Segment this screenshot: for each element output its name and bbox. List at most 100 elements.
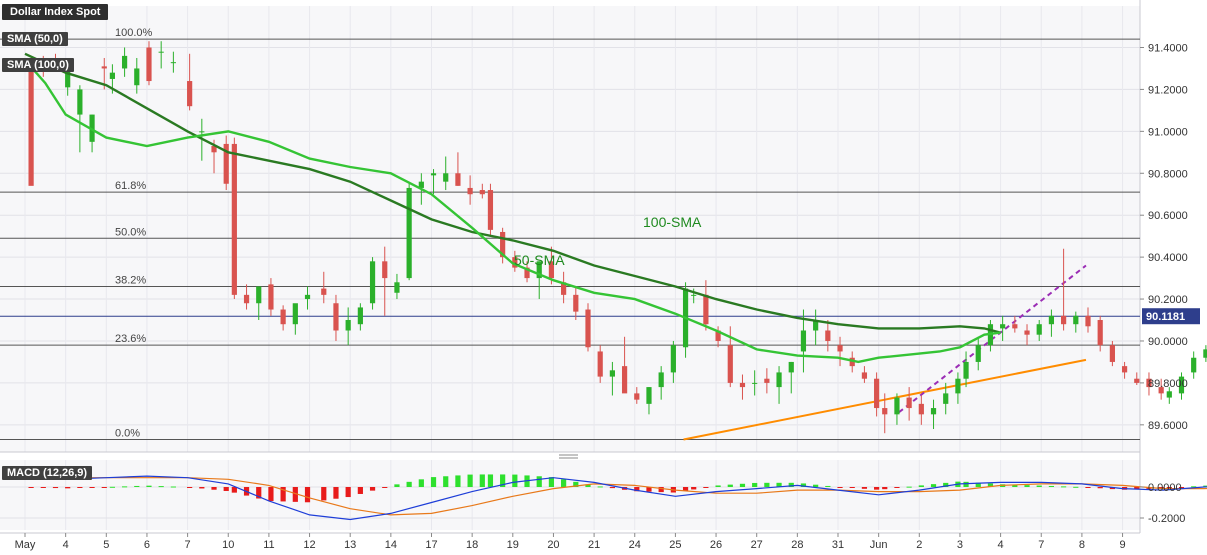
candle-body-86 xyxy=(1061,315,1067,325)
candle-body-23 xyxy=(304,294,311,300)
candle-body-95 xyxy=(1166,391,1172,398)
fib-label-5: 0.0% xyxy=(115,427,140,439)
candle-body-50 xyxy=(634,393,640,400)
macd-bar-89 xyxy=(1097,487,1103,489)
price-tick-label-3: 90.8000 xyxy=(1148,168,1188,180)
price-axis-labels: 91.4000 91.2000 91.0000 90.8000 90.6000 90.40… xyxy=(1140,43,1188,432)
candle-body-42 xyxy=(536,261,542,279)
macd-bar-45 xyxy=(573,481,579,487)
macd-bar-56 xyxy=(703,487,709,488)
price-tick-label-1: 91.2000 xyxy=(1148,84,1188,96)
candle-body-67 xyxy=(837,345,843,352)
macd-bar-39 xyxy=(500,474,506,487)
candle-body-84 xyxy=(1036,324,1042,335)
macd-bar-10 xyxy=(146,485,152,487)
price-tick-label-9: 89.6000 xyxy=(1148,420,1188,432)
macd-bar-19 xyxy=(256,487,262,499)
macd-bar-14 xyxy=(199,487,205,489)
sma50-label: SMA (50,0) xyxy=(2,32,68,46)
candle-body-0 xyxy=(28,68,34,186)
candle-body-68 xyxy=(849,357,855,367)
candle-body-34 xyxy=(443,173,449,182)
candle-body-72 xyxy=(894,397,900,415)
date-tick-label-13: 20 xyxy=(547,539,559,551)
macd-bar-26 xyxy=(345,487,351,498)
candle-body-98 xyxy=(1203,349,1207,358)
macd-bar-30 xyxy=(394,484,400,487)
candle-body-85 xyxy=(1048,315,1055,325)
candle-body-18 xyxy=(243,294,250,304)
price-tick-label-6: 90.2000 xyxy=(1148,294,1188,306)
candle-body-75 xyxy=(930,408,937,415)
macd-bar-44 xyxy=(561,479,567,487)
candle-body-10 xyxy=(146,47,152,82)
candle-body-53 xyxy=(670,345,676,373)
candle-body-81 xyxy=(1000,324,1006,329)
macd-bar-92 xyxy=(1134,487,1140,490)
macd-bar-86 xyxy=(1061,486,1067,488)
price-tick-label-5: 90.4000 xyxy=(1148,252,1188,264)
candle-body-52 xyxy=(658,372,664,388)
macd-tick-label-0: 0.0000 xyxy=(1148,482,1182,494)
fib-label-1: 61.8% xyxy=(115,180,146,192)
macd-bar-38 xyxy=(487,474,494,487)
macd-bar-35 xyxy=(455,475,461,487)
macd-bar-98 xyxy=(1203,485,1207,487)
macd-bar-74 xyxy=(918,485,924,487)
candle-body-91 xyxy=(1121,366,1128,373)
candle-body-78 xyxy=(963,361,969,379)
candle-body-35 xyxy=(455,173,461,186)
macd-bar-37 xyxy=(479,474,485,487)
macd-bar-54 xyxy=(682,487,689,491)
macd-bar-78 xyxy=(963,481,969,487)
macd-bar-5 xyxy=(89,487,95,488)
macd-bar-33 xyxy=(430,477,437,487)
candle-body-71 xyxy=(882,408,888,415)
candle-body-89 xyxy=(1097,320,1103,346)
macd-bar-3 xyxy=(65,487,71,489)
candle-body-56 xyxy=(703,294,709,325)
price-tick-label-0: 91.4000 xyxy=(1148,43,1188,55)
macd-bar-43 xyxy=(548,477,555,487)
date-tick-label-10: 17 xyxy=(425,539,437,551)
macd-histogram xyxy=(28,474,1207,503)
macd-bar-64 xyxy=(800,483,807,487)
candle-body-32 xyxy=(418,181,424,188)
candle-body-39 xyxy=(500,231,506,258)
macd-bar-55 xyxy=(691,487,697,490)
candle-body-20 xyxy=(268,284,274,310)
macd-bar-61 xyxy=(764,482,770,487)
macd-label: MACD (12,26,9) xyxy=(2,466,93,480)
macd-bar-27 xyxy=(357,487,363,494)
macd-bar-59 xyxy=(739,483,746,487)
candle-body-26 xyxy=(345,320,351,331)
macd-bar-47 xyxy=(597,486,603,488)
macd-bar-28 xyxy=(369,487,376,491)
candle-body-92 xyxy=(1134,378,1140,383)
macd-bar-4 xyxy=(77,487,83,488)
annotation-100-sma: 100-SMA xyxy=(643,214,702,230)
candle-body-83 xyxy=(1024,330,1030,335)
candle-body-58 xyxy=(727,345,733,383)
macd-bar-72 xyxy=(894,487,900,488)
candle-body-8 xyxy=(121,55,128,69)
macd-bar-21 xyxy=(280,487,286,502)
date-tick-label-0: May xyxy=(15,539,36,551)
macd-bar-15 xyxy=(211,487,217,490)
macd-bar-34 xyxy=(443,476,449,487)
date-axis-labels: May 4 5 6 7 10 11 12 13 14 17 18 19 20 21 24 25 26 27 28 31 J… xyxy=(15,533,1126,551)
date-tick-label-9: 14 xyxy=(385,539,397,551)
current-price-tag-label: 90.1181 xyxy=(1146,311,1185,323)
fib-label-3: 38.2% xyxy=(115,274,146,286)
macd-bar-29 xyxy=(382,487,388,488)
candle-body-13 xyxy=(187,81,193,107)
candle-body-47 xyxy=(597,351,603,377)
candle-body-97 xyxy=(1191,357,1197,373)
date-tick-label-11: 18 xyxy=(466,539,478,551)
candle-body-49 xyxy=(621,366,628,394)
macd-bar-94 xyxy=(1158,487,1164,489)
price-tick-label-7: 90.0000 xyxy=(1148,336,1188,348)
fib-label-4: 23.6% xyxy=(115,333,146,345)
candle-body-65 xyxy=(813,320,819,331)
macd-bar-42 xyxy=(536,476,542,487)
